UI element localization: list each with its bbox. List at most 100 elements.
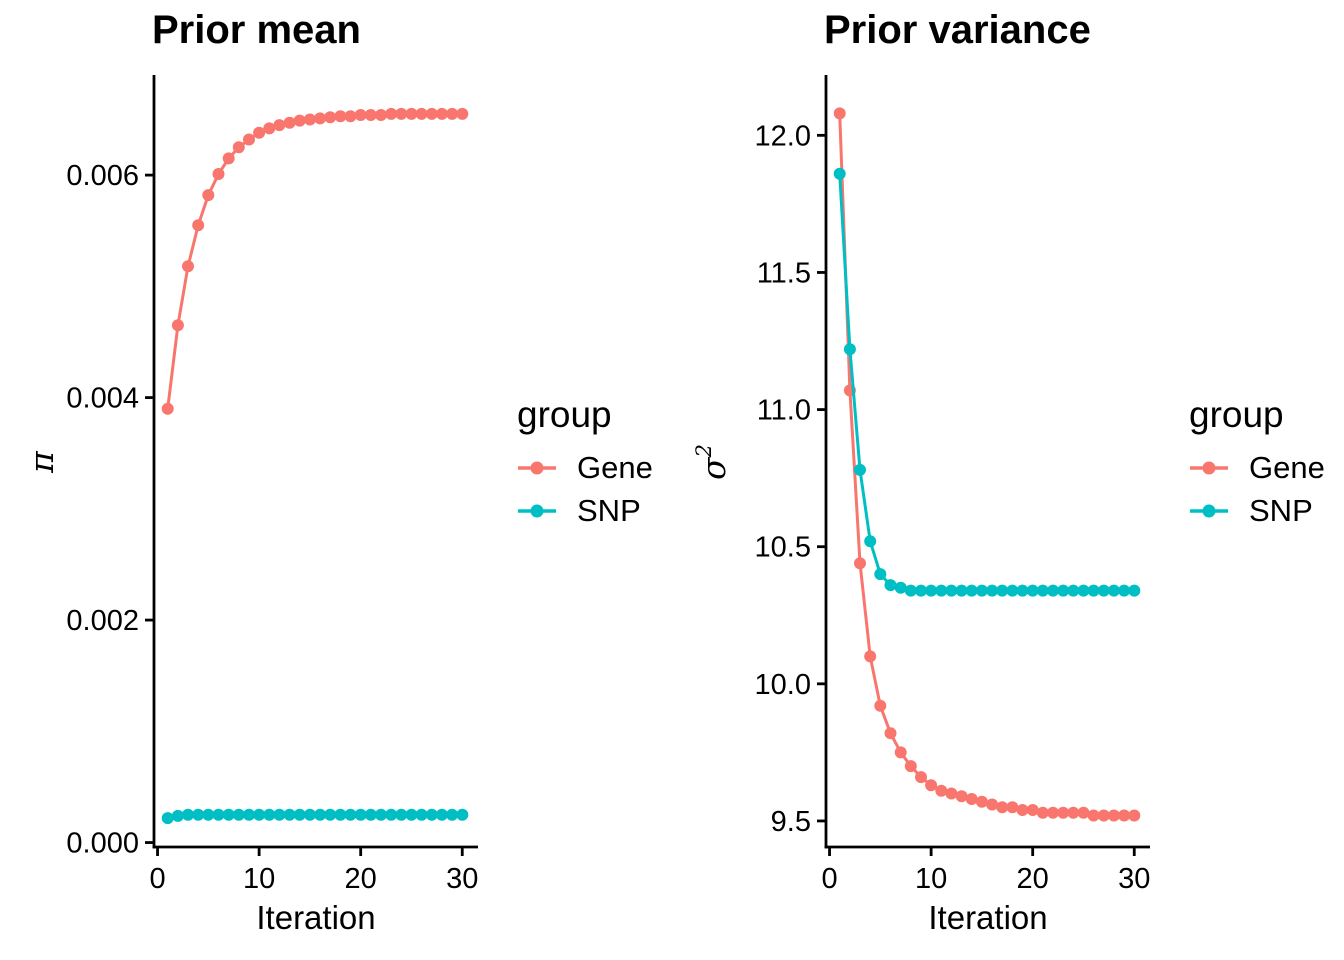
legend: group Gene SNP	[517, 394, 677, 533]
data-point	[415, 107, 428, 120]
legend-label-gene: Gene	[1249, 450, 1325, 486]
data-point	[894, 746, 907, 759]
data-point	[884, 579, 897, 592]
data-point	[925, 584, 938, 597]
x-tick-label: 10	[915, 863, 947, 895]
data-point	[314, 112, 327, 125]
data-point	[1006, 801, 1019, 814]
data-point	[405, 107, 418, 120]
data-point	[171, 809, 184, 822]
data-point	[884, 727, 897, 740]
data-point	[904, 584, 917, 597]
data-point	[446, 808, 459, 821]
data-point	[293, 114, 306, 127]
data-point	[1097, 584, 1110, 597]
data-point	[996, 584, 1009, 597]
data-point	[243, 133, 255, 146]
data-point	[364, 808, 377, 821]
data-point	[854, 557, 866, 570]
data-point	[375, 808, 387, 821]
series-line	[838, 172, 1136, 593]
data-point	[1118, 584, 1131, 597]
data-point	[364, 109, 377, 121]
data-point	[425, 808, 438, 821]
data-point	[182, 260, 194, 273]
data-point	[915, 584, 927, 597]
y-tick-label: 0.002	[66, 605, 139, 637]
data-point	[435, 107, 448, 120]
data-point	[975, 584, 988, 597]
x-axis-title: Iteration	[256, 899, 376, 936]
data-point	[395, 808, 408, 821]
data-point	[344, 808, 357, 821]
data-point	[395, 107, 408, 120]
data-point	[833, 167, 846, 180]
data-point	[243, 808, 255, 821]
data-point	[965, 584, 978, 597]
legend-key-snp	[1190, 504, 1228, 518]
x-tick-label: 30	[446, 863, 478, 895]
data-point	[222, 808, 235, 821]
x-tick-label: 0	[149, 863, 165, 895]
data-point	[935, 584, 948, 597]
data-point	[283, 808, 296, 821]
data-point	[202, 189, 215, 202]
y-tick-label: 10.0	[755, 669, 811, 701]
legend-item-snp: SNP	[517, 490, 677, 533]
x-tick-label: 30	[1118, 863, 1150, 895]
data-point	[385, 107, 398, 120]
data-point	[1077, 806, 1090, 819]
x-axis-title: Iteration	[928, 899, 1048, 936]
data-point	[446, 107, 459, 120]
data-point	[945, 787, 958, 800]
data-point	[986, 584, 999, 597]
legend-point-icon	[530, 461, 544, 475]
data-point	[1016, 804, 1029, 816]
data-point	[375, 109, 387, 121]
data-point	[1077, 584, 1090, 597]
legend: group Gene SNP	[1189, 394, 1344, 533]
data-point	[415, 808, 428, 821]
data-point	[344, 110, 357, 123]
data-point	[293, 808, 306, 821]
data-point	[874, 568, 887, 581]
chart-title: Prior variance	[824, 8, 1091, 52]
data-point	[1006, 584, 1019, 597]
plot-svg: 9.5 10.0 10.5 11.0 11.5 12.0 0 10 20 30	[755, 75, 1150, 895]
data-point	[435, 808, 448, 821]
y-axis-title: σ2	[682, 392, 733, 532]
data-point	[1026, 584, 1039, 597]
data-point	[1128, 809, 1141, 822]
chart-title: Prior mean	[152, 8, 361, 52]
data-point	[212, 808, 225, 821]
data-point	[833, 107, 846, 120]
legend-item-gene: Gene	[1189, 447, 1344, 490]
data-point	[283, 116, 296, 129]
data-point	[202, 808, 215, 821]
data-point	[253, 808, 266, 821]
data-point	[975, 795, 988, 808]
data-point	[161, 812, 174, 825]
data-point	[1067, 584, 1080, 597]
data-point	[965, 793, 978, 805]
data-point	[1057, 806, 1070, 819]
data-point	[894, 581, 907, 594]
legend-item-snp: SNP	[1189, 490, 1344, 533]
data-point	[1016, 584, 1029, 597]
data-point	[212, 168, 225, 180]
data-point	[263, 808, 276, 821]
series-gene	[161, 107, 469, 415]
data-point	[915, 771, 927, 784]
series-gene	[833, 107, 1141, 822]
data-point	[1087, 809, 1100, 822]
legend-title: group	[517, 394, 612, 435]
data-point	[1107, 584, 1120, 597]
data-point	[1107, 809, 1120, 822]
data-point	[456, 808, 469, 821]
data-point	[354, 808, 367, 821]
legend-key-gene	[1190, 461, 1228, 475]
plot-svg: 0.000 0.002 0.004 0.006 0 10 20 30	[66, 75, 478, 895]
data-point	[904, 760, 917, 773]
figure-prior-mean: 0.000 0.002 0.004 0.006 0 10 20 30 Prior mean π…	[22, 8, 653, 936]
